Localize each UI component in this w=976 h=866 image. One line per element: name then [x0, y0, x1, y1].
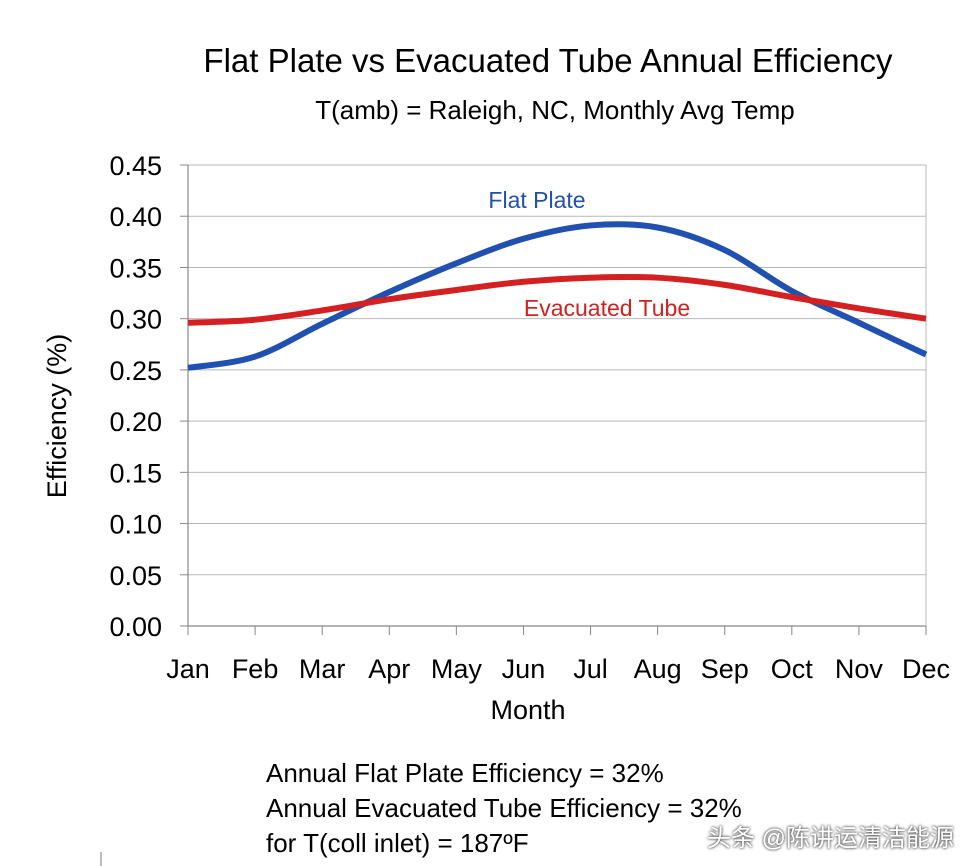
- x-tick-label: Nov: [835, 654, 884, 684]
- line-chart: 0.00 0.05 0.10 0.15 0.20 0.25 0.30 0.35 0.40 0.45…: [42, 151, 950, 725]
- x-tick-label: May: [431, 654, 483, 684]
- chart-title: Flat Plate vs Evacuated Tube Annual Effi…: [203, 42, 893, 79]
- x-tick-label: Dec: [902, 654, 950, 684]
- x-axis-label: Month: [490, 695, 565, 725]
- y-tick-label: 0.25: [109, 356, 162, 386]
- x-tick-label: Aug: [634, 654, 682, 684]
- series-label-evacuated-tube: Evacuated Tube: [524, 295, 690, 321]
- annotation-flat-plate: Annual Flat Plate Efficiency = 32%: [266, 758, 664, 788]
- corner-mark: [100, 852, 102, 866]
- series-label-flat-plate: Flat Plate: [488, 187, 585, 213]
- y-tick-label: 0.35: [109, 253, 162, 283]
- chart-subtitle: T(amb) = Raleigh, NC, Monthly Avg Temp: [315, 95, 795, 125]
- y-tick-label: 0.05: [109, 561, 162, 591]
- x-tick-label: Jul: [573, 654, 608, 684]
- x-tick-label: Feb: [232, 654, 279, 684]
- annotation-evacuated-tube: Annual Evacuated Tube Efficiency = 32%: [266, 793, 742, 823]
- watermark: 头条 @陈讲运清洁能源: [706, 825, 954, 852]
- y-tick-label: 0.20: [109, 407, 162, 437]
- x-tick-label: Mar: [299, 654, 346, 684]
- series-line-flat-plate: [187, 221, 928, 371]
- y-tick-label: 0.45: [109, 151, 162, 181]
- x-tick-label: Sep: [701, 654, 749, 684]
- y-tick-label: 0.10: [109, 510, 162, 540]
- x-tick-label: Oct: [771, 654, 814, 684]
- y-tick-label: 0.40: [109, 202, 162, 232]
- y-tick-label: 0.00: [109, 612, 162, 642]
- x-tick-label: Jun: [502, 654, 546, 684]
- x-tick-label: Jan: [166, 654, 210, 684]
- annotation-block: Annual Flat Plate Efficiency = 32% Annua…: [266, 756, 742, 861]
- series-line-evacuated-tube: [187, 273, 927, 326]
- y-tick-label: 0.30: [109, 305, 162, 335]
- y-axis-label: Efficiency (%): [42, 334, 72, 499]
- x-tick-label: Apr: [368, 654, 410, 684]
- annotation-inlet-temp: for T(coll inlet) = 187ºF: [266, 828, 529, 858]
- y-tick-label: 0.15: [109, 458, 162, 488]
